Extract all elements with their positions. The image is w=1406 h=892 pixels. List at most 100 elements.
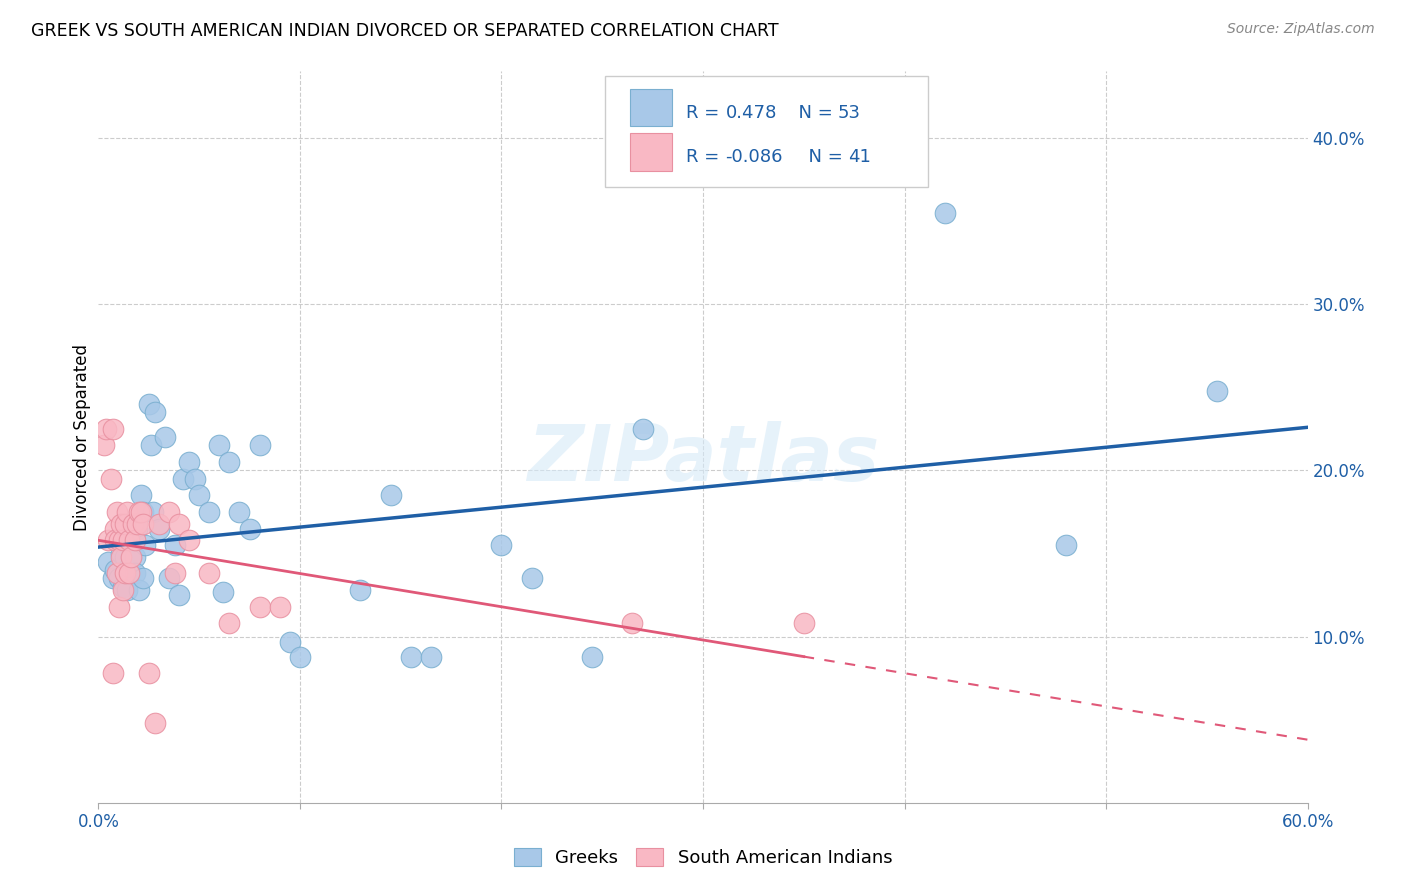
Point [97, 555, 120, 569]
Point [129, 505, 152, 519]
Text: 53: 53 [838, 104, 860, 122]
Text: R =: R = [686, 104, 725, 122]
Point [114, 566, 136, 581]
Point [198, 566, 221, 581]
Point [125, 516, 148, 531]
Point [1054, 538, 1077, 552]
Point [148, 521, 170, 535]
Point [97, 533, 120, 548]
Point [121, 533, 143, 548]
Point [380, 488, 402, 502]
Point [128, 505, 150, 519]
Text: ZIPatlas: ZIPatlas [527, 421, 879, 497]
Point [121, 516, 143, 531]
Point [124, 566, 146, 581]
Point [132, 516, 155, 531]
Point [118, 566, 141, 581]
Point [520, 571, 543, 585]
Point [349, 582, 371, 597]
Point [101, 666, 124, 681]
Point [399, 649, 422, 664]
Point [139, 438, 162, 452]
Point [218, 616, 240, 631]
Point [188, 488, 211, 502]
Point [103, 533, 125, 548]
Point [278, 634, 301, 648]
Point [163, 566, 186, 581]
Point [93, 438, 115, 452]
Point [138, 666, 160, 681]
Point [1206, 384, 1229, 398]
Point [793, 616, 815, 631]
Point [218, 455, 240, 469]
Point [621, 616, 644, 631]
Point [132, 505, 155, 519]
Point [101, 422, 124, 436]
Point [143, 716, 166, 731]
Point [101, 571, 124, 585]
Point [111, 580, 134, 594]
Point [288, 649, 311, 664]
Point [105, 566, 128, 581]
Text: N =: N = [787, 104, 839, 122]
Point [179, 533, 201, 548]
Point [111, 582, 134, 597]
Point [143, 405, 166, 419]
Point [269, 599, 291, 614]
Point [134, 538, 156, 552]
Point [249, 599, 271, 614]
Text: GREEK VS SOUTH AMERICAN INDIAN DIVORCED OR SEPARATED CORRELATION CHART: GREEK VS SOUTH AMERICAN INDIAN DIVORCED … [31, 22, 779, 40]
Point [107, 533, 129, 548]
Text: Source: ZipAtlas.com: Source: ZipAtlas.com [1227, 22, 1375, 37]
Point [157, 505, 180, 519]
Point [111, 533, 134, 548]
Point [114, 516, 136, 531]
Point [198, 505, 221, 519]
Point [167, 588, 190, 602]
Point [100, 472, 122, 486]
Text: 41: 41 [848, 148, 870, 166]
Point [172, 472, 194, 486]
Point [934, 205, 956, 219]
Text: 0.478: 0.478 [725, 104, 778, 122]
Point [110, 549, 132, 564]
Point [120, 549, 142, 564]
Point [249, 438, 271, 452]
Point [148, 516, 170, 531]
Point [212, 584, 235, 599]
Point [125, 521, 148, 535]
Point [103, 563, 125, 577]
Point [163, 538, 186, 552]
Point [124, 549, 146, 564]
Point [115, 582, 138, 597]
Point [107, 571, 129, 585]
Point [167, 516, 190, 531]
Point [103, 521, 125, 535]
Point [120, 549, 142, 564]
Point [239, 521, 262, 535]
Point [118, 566, 141, 581]
Point [138, 397, 160, 411]
Point [142, 505, 165, 519]
Point [179, 455, 201, 469]
Point [184, 472, 207, 486]
Text: N =: N = [797, 148, 849, 166]
Point [96, 422, 118, 436]
Point [114, 549, 136, 564]
Text: R =: R = [686, 148, 725, 166]
Point [228, 505, 250, 519]
Point [581, 649, 603, 664]
Point [420, 649, 443, 664]
Point [132, 571, 155, 585]
Point [128, 582, 150, 597]
Point [118, 533, 141, 548]
Y-axis label: Divorced or Separated: Divorced or Separated [73, 343, 91, 531]
Point [157, 571, 180, 585]
Point [110, 516, 132, 531]
Point [107, 599, 129, 614]
Text: -0.086: -0.086 [725, 148, 783, 166]
Point [118, 559, 141, 574]
Point [631, 422, 654, 436]
Point [208, 438, 231, 452]
Point [153, 430, 176, 444]
